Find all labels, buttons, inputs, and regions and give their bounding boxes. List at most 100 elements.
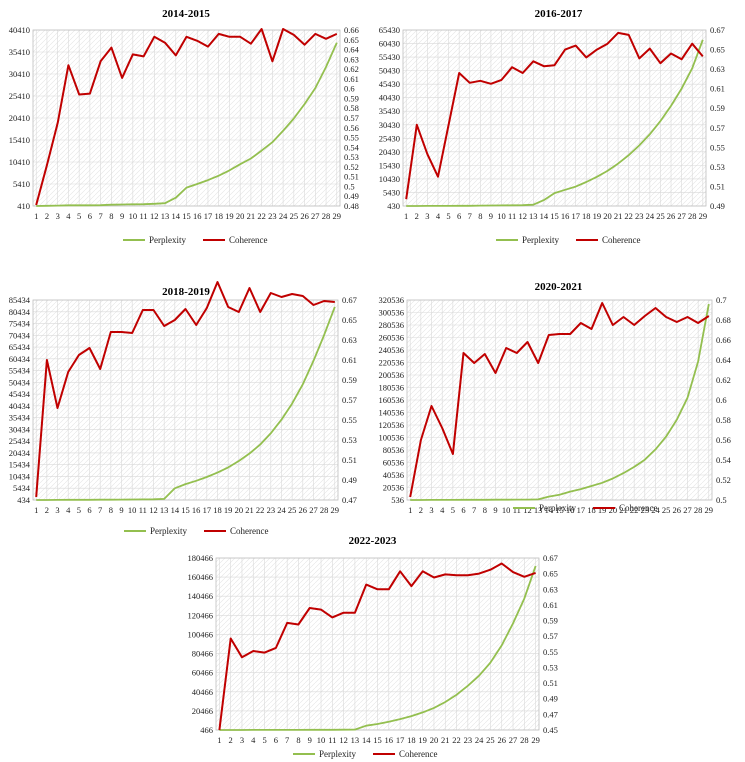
legend-perplexity-label: Perplexity [522,235,559,245]
left-tick-label: 30430 [379,120,400,130]
legend-perplexity-label: Perplexity [149,235,186,245]
right-tick-label: 0.61 [543,600,558,610]
x-tick-label: 17 [204,211,213,221]
x-tick-label: 29 [331,505,340,515]
x-tick-label: 29 [699,211,708,221]
x-tick-label: 21 [245,505,254,515]
chart-svg-2022-2023: 2022-20234662046640466604668046610046612… [188,535,558,759]
x-tick-label: 1 [34,505,38,515]
left-tick-label: 466 [200,725,213,735]
x-tick-label: 19 [225,211,234,221]
left-tick-label: 40430 [379,93,400,103]
left-tick-label: 280536 [379,320,405,330]
perplexity-series-line [410,303,710,501]
left-tick-label: 160466 [188,572,214,582]
coherence-series-line [409,302,710,498]
right-tick-label: 0.52 [344,162,359,172]
left-tick-label: 20410 [9,113,30,123]
x-tick-label: 20 [609,505,618,515]
right-tick-label: 0.68 [716,315,731,325]
right-tick-label: 0.55 [342,415,357,425]
legend-perplexity-label: Perplexity [319,749,356,759]
legend-perplexity-label: Perplexity [539,503,576,513]
perplexity-series-line [406,39,704,207]
x-tick-label: 16 [385,735,394,745]
left-tick-label: 220536 [379,358,405,368]
x-tick-label: 11 [139,505,147,515]
x-tick-label: 13 [534,505,543,515]
right-tick-label: 0.56 [716,435,731,445]
x-tick-label: 11 [139,211,147,221]
right-tick-label: 0.55 [543,647,558,657]
x-tick-label: 28 [520,735,529,745]
right-tick-label: 0.67 [710,25,725,35]
x-tick-label: 22 [624,211,633,221]
chart-panel-2014-2015: 2014-2015 410 5410 10410 15410 20410 25410 3041… [0,0,372,255]
right-tick-label: 0.63 [344,54,359,64]
x-tick-label: 15 [555,505,564,515]
left-tick-label: 20466 [192,706,213,716]
x-tick-label: 4 [251,735,256,745]
x-tick-label: 17 [571,211,580,221]
x-tick-label: 12 [150,211,159,221]
x-tick-label: 23 [635,211,644,221]
right-tick-label: 0.49 [344,191,359,201]
right-tick-label: 0.57 [344,113,359,123]
right-tick-label: 0.53 [543,662,558,672]
x-tick-label: 29 [705,505,714,515]
coherence-series-line [405,31,704,200]
x-tick-label: 9 [120,211,124,221]
x-tick-label: 16 [193,211,202,221]
chart-title: 2022-2023 [349,535,397,547]
right-tick-label: 0.62 [716,375,731,385]
left-tick-label: 35410 [9,47,30,57]
left-tick-label: 85434 [9,295,31,305]
x-tick-label: 18 [213,505,222,515]
x-tick-label: 8 [483,505,487,515]
right-tick-label: 0.48 [344,201,359,211]
left-tick-label: 260536 [379,333,405,343]
x-tick-label: 28 [322,211,331,221]
left-tick-label: 160536 [379,395,405,405]
x-tick-label: 22 [256,505,265,515]
x-tick-label: 16 [566,505,575,515]
x-tick-label: 2 [45,211,49,221]
x-tick-label: 9 [308,735,312,745]
x-tick-label: 22 [630,505,639,515]
x-tick-label: 28 [320,505,329,515]
left-tick-label: 180536 [379,383,405,393]
perplexity-series-line [36,42,338,207]
left-tick-label: 15430 [379,160,400,170]
right-tick-label: 0.5 [344,181,355,191]
x-tick-label: 17 [577,505,586,515]
chart-panel-2018-2019: 2018-2019 434 5434 10434 15434 20434 25434 3043… [0,281,372,545]
x-tick-label: 23 [464,735,473,745]
x-tick-label: 10 [497,211,506,221]
right-tick-label: 0.47 [342,495,357,505]
x-tick-label: 2 [45,505,49,515]
left-tick-label: 320536 [379,295,405,305]
x-tick-label: 29 [333,211,342,221]
x-tick-label: 26 [300,211,309,221]
x-tick-label: 27 [677,211,686,221]
x-tick-label: 15 [550,211,559,221]
right-tick-label: 0.65 [543,569,558,579]
x-tick-label: 1 [217,735,221,745]
right-tick-label: 0.57 [342,395,357,405]
coherence-series-line [35,28,338,206]
x-tick-label: 1 [404,211,408,221]
x-tick-label: 4 [436,211,441,221]
right-tick-label: 0.58 [344,103,359,113]
x-tick-label: 22 [452,735,461,745]
left-tick-label: 80536 [383,445,404,455]
x-tick-label: 15 [181,505,190,515]
x-tick-label: 26 [673,505,682,515]
x-tick-label: 6 [88,211,92,221]
x-tick-label: 2 [229,735,233,745]
coherence-series-line [218,562,536,731]
x-tick-label: 24 [651,505,660,515]
left-tick-label: 5430 [383,187,400,197]
x-tick-label: 19 [224,505,233,515]
right-tick-label: 0.67 [543,553,558,563]
x-tick-label: 5 [262,735,266,745]
